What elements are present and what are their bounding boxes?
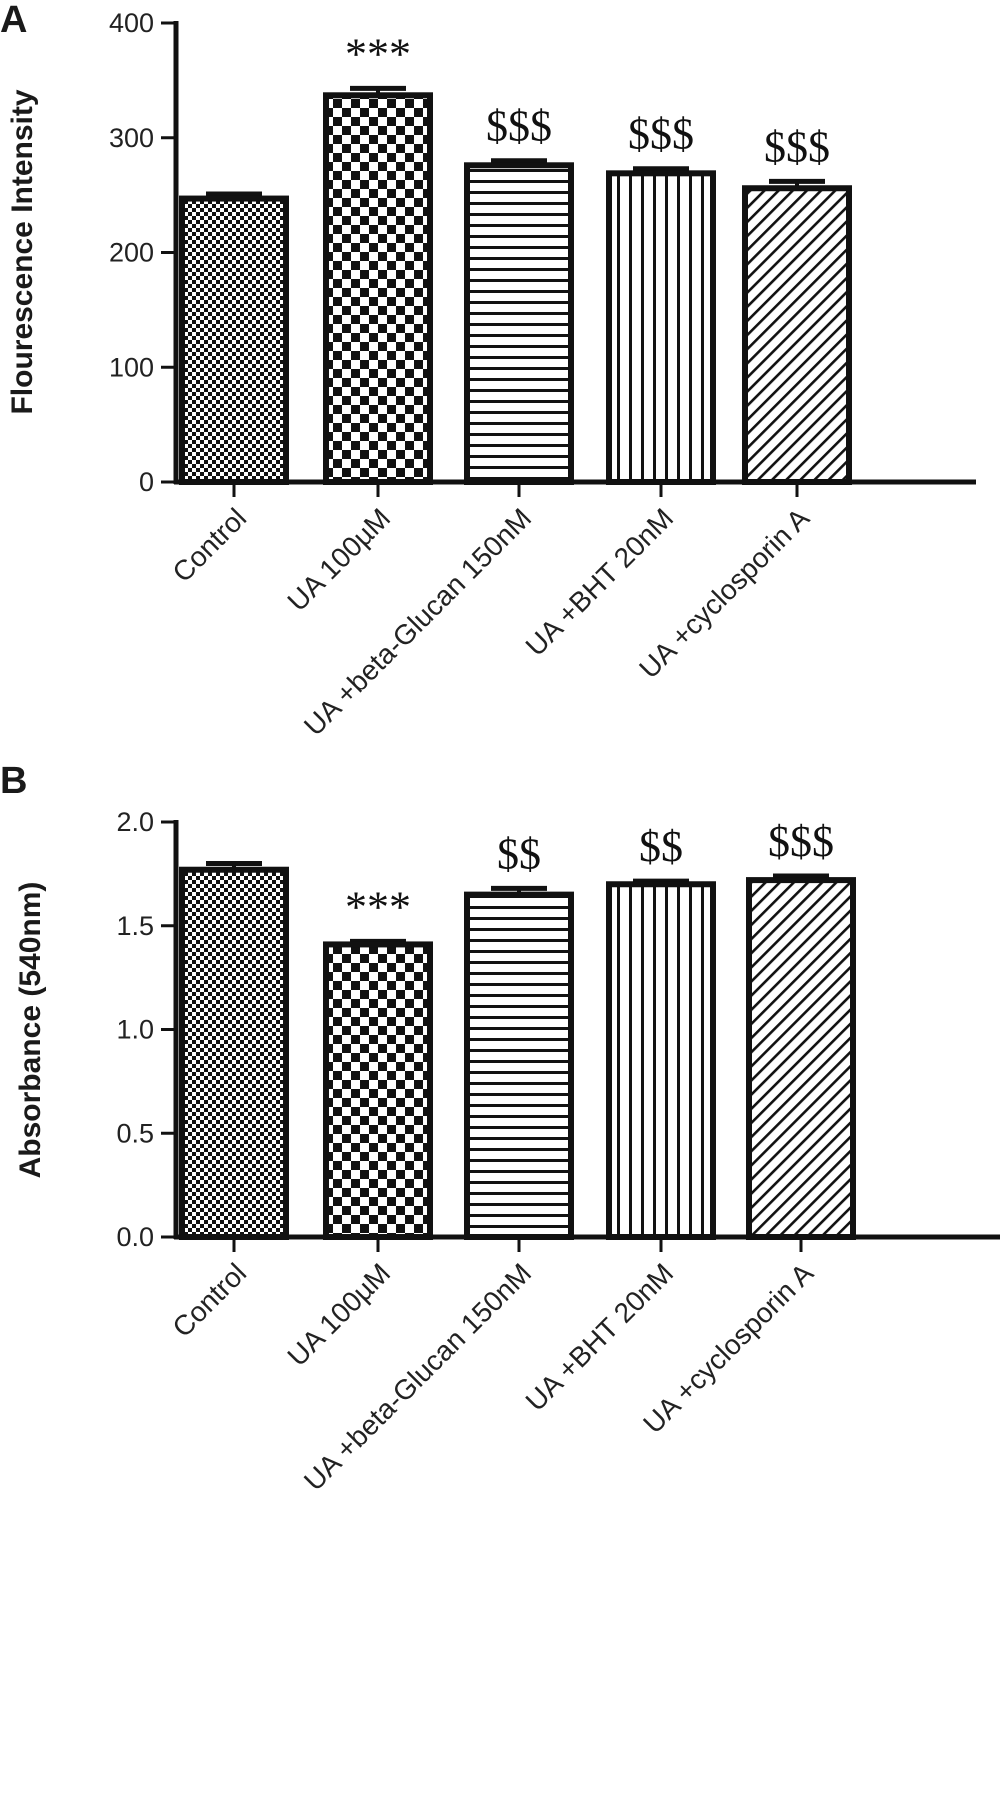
- y-tick-label: 1.5: [116, 911, 154, 941]
- y-tick-label: 0.5: [116, 1118, 154, 1148]
- bar: [746, 877, 856, 1240]
- category-label: UA +BHT 20nM: [520, 1257, 680, 1417]
- category-label: UA 100µM: [281, 502, 396, 617]
- bar: [464, 891, 574, 1240]
- bar: [606, 170, 716, 485]
- y-axis-title: Flourescence Intensity: [6, 89, 39, 414]
- panel-a-chart: A Flourescence Intensity 0 100 200 300 400 Cont…: [0, 0, 976, 742]
- category-label: UA +beta-Glucan 150nM: [298, 1257, 537, 1496]
- y-axis-title: Absorbance (540nm): [14, 882, 47, 1179]
- y-tick-label: 1.0: [116, 1015, 154, 1045]
- significance-annotation: ***: [345, 29, 411, 78]
- bar: [742, 185, 852, 486]
- y-tick-label: 0.0: [116, 1222, 154, 1252]
- significance-annotation: $$$: [628, 110, 694, 159]
- y-tick-label: 400: [109, 8, 154, 38]
- y-tick-label: 2.0: [116, 807, 154, 837]
- category-label: UA +beta-Glucan 150nM: [298, 502, 537, 741]
- category-label: UA +BHT 20nM: [520, 502, 680, 662]
- category-label: UA 100µM: [281, 1257, 396, 1372]
- bar: [606, 881, 716, 1240]
- significance-annotation: $$: [639, 822, 683, 871]
- panel-letter: B: [0, 760, 27, 802]
- significance-annotation: $$$: [486, 102, 552, 151]
- category-label: Control: [166, 1257, 252, 1343]
- y-tick-label: 300: [109, 123, 154, 153]
- significance-annotation: $$$: [764, 122, 830, 171]
- significance-annotation: $$: [497, 829, 541, 878]
- bar: [179, 866, 289, 1240]
- bar: [464, 162, 574, 485]
- panel-b-chart: B Absorbance (540nm) 0.0 0.5 1.0 1.5 2.0 Contro…: [0, 760, 1000, 1497]
- y-tick-label: 0: [139, 467, 154, 497]
- bar: [179, 195, 289, 485]
- bar: [323, 941, 433, 1240]
- significance-annotation: ***: [345, 882, 411, 931]
- y-tick-label: 200: [109, 238, 154, 268]
- significance-annotation: $$$: [768, 817, 834, 866]
- panel-letter: A: [0, 0, 27, 41]
- bar: [323, 92, 433, 485]
- category-label: Control: [166, 502, 252, 588]
- y-tick-label: 100: [109, 352, 154, 382]
